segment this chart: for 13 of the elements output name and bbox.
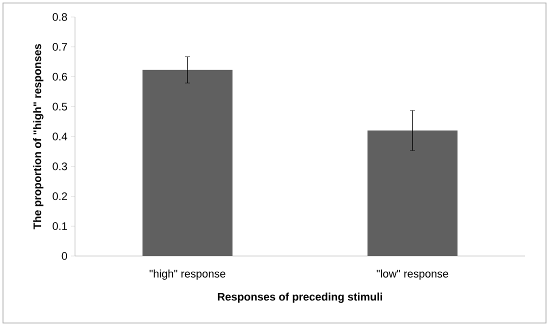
y-tick-label: 0.5	[52, 102, 68, 111]
y-tick-label: 0.7	[52, 43, 67, 51]
y-tick-label: 0	[62, 252, 68, 260]
y-tick-label: 0.8	[52, 13, 67, 21]
y-axis-title: The proportion of "high" responses	[33, 44, 44, 230]
y-tick-label: 0.4	[52, 132, 68, 140]
y-tick-label: 0.6	[52, 72, 67, 81]
x-axis-title: Responses of preceding stimuli	[218, 292, 382, 303]
y-tick-label: 0.2	[52, 192, 67, 200]
y-tick-label: 0.1	[52, 222, 67, 230]
x-tick-label: "low" response	[376, 270, 448, 280]
x-tick-label: "high" response	[150, 270, 226, 280]
y-tick-label: 0.3	[52, 162, 67, 170]
